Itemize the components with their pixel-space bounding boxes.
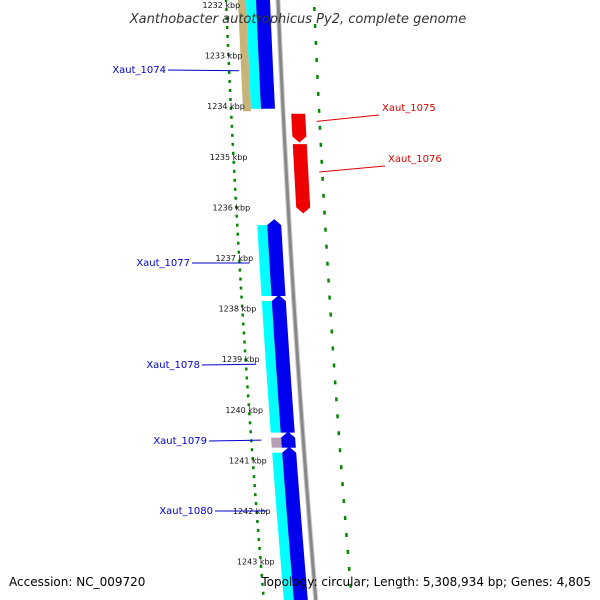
xaut-1074-cds xyxy=(246,0,261,109)
xaut-1074-rna xyxy=(238,0,252,112)
xaut-1080-arrow xyxy=(282,446,308,600)
leader-line xyxy=(319,165,386,173)
tick-label: 1234 kbp xyxy=(207,102,245,111)
tick-label: 1240 kbp xyxy=(225,406,263,415)
tick-label: 1233 kbp xyxy=(205,52,243,61)
tick-label: 1235 kbp xyxy=(210,153,248,162)
xaut-1078-cds xyxy=(261,301,281,433)
gene-label: Xaut_1077 xyxy=(136,258,190,269)
gene-label: Xaut_1079 xyxy=(153,436,207,447)
leader-line xyxy=(316,114,380,122)
tick-label: 1236 kbp xyxy=(213,203,251,212)
accession-text: Accession: NC_009720 xyxy=(9,575,145,589)
leader-line xyxy=(201,363,256,366)
tick-label: 1241 kbp xyxy=(229,456,267,465)
gene-label: Xaut_1074 xyxy=(112,65,166,76)
gene-label: Xaut_1078 xyxy=(146,360,200,371)
gene-label: Xaut_1080 xyxy=(159,506,213,517)
xaut-1079-arrow xyxy=(281,431,296,448)
tick-label: 1239 kbp xyxy=(222,355,260,364)
xaut-1080-cds xyxy=(272,452,294,600)
dot-tracks xyxy=(224,0,354,600)
tick-label: 1238 kbp xyxy=(219,305,257,314)
xaut-1076-arrow xyxy=(292,144,311,214)
backbone xyxy=(275,0,319,600)
xaut-1077-cds xyxy=(257,225,272,296)
leader-line xyxy=(167,69,240,72)
backbone-line xyxy=(276,0,318,600)
xaut-1074-arrow xyxy=(256,0,275,109)
topology-text: Topology: circular; Length: 5,308,934 bp… xyxy=(260,575,591,589)
leader-line xyxy=(208,439,262,442)
xaut-1077-arrow xyxy=(267,219,286,296)
tick-label: 1243 kbp xyxy=(237,558,275,567)
map-title: Xanthobacter autotrophicus Py2, complete… xyxy=(129,12,466,27)
outer-dot-track xyxy=(312,0,354,600)
xaut-1078-arrow xyxy=(271,295,295,433)
gene-label: Xaut_1075 xyxy=(382,103,436,114)
gene-label: Xaut_1076 xyxy=(388,154,442,165)
xaut-1079-cds xyxy=(271,437,282,448)
tick-label: 1232 kbp xyxy=(203,1,241,10)
gene-features xyxy=(238,0,311,600)
tick-label: 1237 kbp xyxy=(215,254,253,263)
xaut-1075-arrow xyxy=(291,113,307,143)
gene-labels: Xaut_1074 Xaut_1075 Xaut_1076 Xaut_1077 Xaut… xyxy=(112,65,441,517)
